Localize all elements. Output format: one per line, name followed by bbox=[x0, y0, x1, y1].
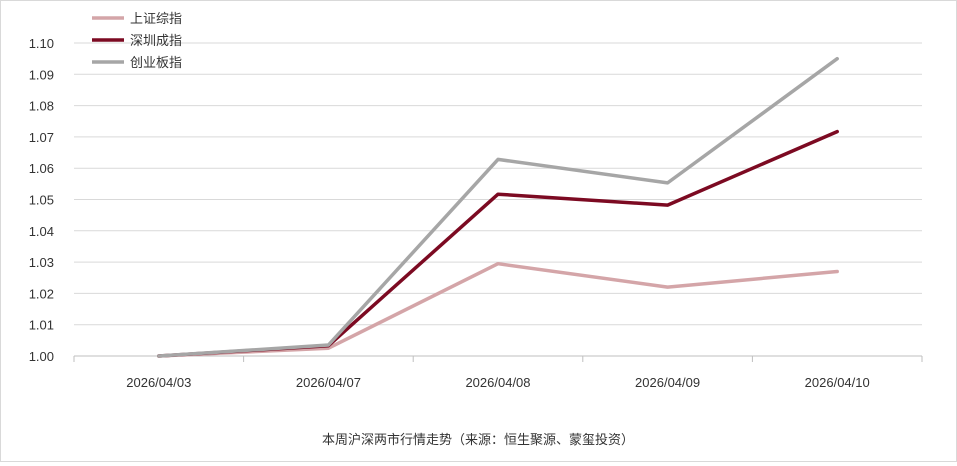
y-tick-label: 1.10 bbox=[29, 36, 54, 51]
x-axis-ticks: 2026/04/03 2026/04/07 2026/04/08 2026/04/09… bbox=[126, 375, 869, 390]
series-line-1 bbox=[157, 261, 839, 358]
x-tick-label: 2026/04/08 bbox=[465, 375, 530, 390]
y-tick-label: 1.05 bbox=[29, 193, 54, 208]
y-tick-label: 1.02 bbox=[29, 286, 54, 301]
x-tick-label: 2026/04/03 bbox=[126, 375, 191, 390]
y-tick-label: 1.03 bbox=[29, 255, 54, 270]
x-tick-label: 2026/04/09 bbox=[635, 375, 700, 390]
series-line-2 bbox=[157, 129, 839, 358]
series-lines bbox=[157, 56, 839, 358]
chart-caption: 本周沪深两市行情走势（来源：恒生聚源、蒙玺投资） bbox=[322, 432, 634, 447]
legend-label: 创业板指 bbox=[130, 55, 182, 70]
gridlines bbox=[74, 42, 922, 326]
y-tick-label: 1.01 bbox=[29, 318, 54, 333]
x-tick-label: 2026/04/10 bbox=[805, 375, 870, 390]
y-tick-label: 1.00 bbox=[29, 349, 54, 364]
y-tick-label: 1.09 bbox=[29, 67, 54, 82]
legend-label: 深圳成指 bbox=[130, 33, 182, 48]
y-tick-label: 1.06 bbox=[29, 161, 54, 176]
y-tick-label: 1.07 bbox=[29, 130, 54, 145]
y-tick-label: 1.08 bbox=[29, 99, 54, 114]
series-line-3 bbox=[157, 56, 839, 358]
legend-label: 上证综指 bbox=[130, 11, 182, 26]
axes bbox=[73, 355, 923, 362]
y-tick-label: 1.04 bbox=[29, 224, 54, 239]
y-axis-ticks: 1.00 1.01 1.02 1.03 1.04 1.05 1.06 1.07 1.08 1.09… bbox=[29, 36, 54, 364]
x-tick-label: 2026/04/07 bbox=[296, 375, 361, 390]
